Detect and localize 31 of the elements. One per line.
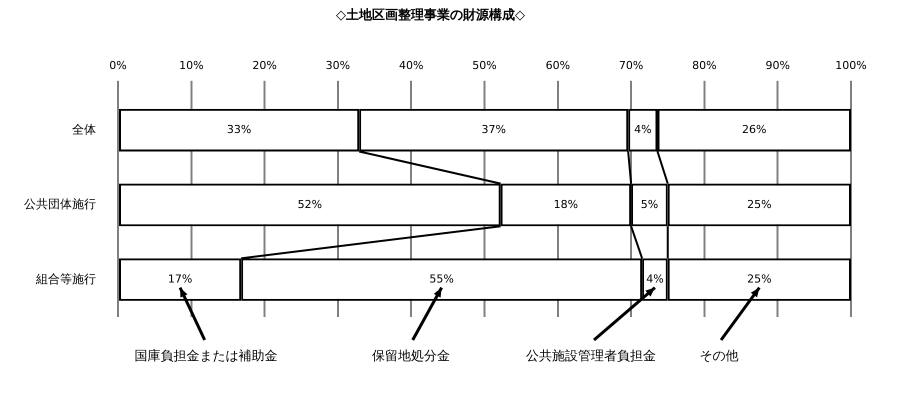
x-tick-label: 100% [835,59,867,72]
data-label: 5% [640,198,658,211]
chart-title: ◇土地区画整理事業の財源構成◇ [336,8,525,24]
y-tick-label: 公共団体施行 [24,197,96,212]
x-tick-label: 70% [618,59,644,72]
x-tick-label: 50% [472,59,497,72]
data-label: 37% [481,123,506,136]
data-label: 25% [747,272,772,286]
x-tick-label: 60% [546,59,570,72]
text: 保留地処分金 [372,349,450,364]
x-tick-label: 80% [692,59,717,72]
data-label: 4% [634,123,652,136]
x-tick-label: 90% [765,59,790,72]
data-label: 26% [742,123,766,136]
y-tick-label: 組合等施行 [35,272,96,286]
data-label: 25% [747,198,772,211]
x-tick-label: 40% [398,59,424,72]
data-label: 52% [298,198,322,211]
data-label: 33% [226,123,252,136]
data-label: 18% [554,198,578,211]
x-tick-label: 0% [109,59,127,72]
y-tick-label: 全体 [72,122,96,136]
data-label: 55% [429,272,454,286]
x-tick-label: 20% [252,59,277,72]
x-tick-label: 30% [326,59,350,72]
text: 国庫負担金または補助金 [134,348,278,364]
data-label: 4% [646,272,664,286]
data-label: 17% [168,272,192,286]
text: その他 [700,349,739,364]
text: 公共施設管理者負担金 [526,349,656,364]
x-tick-label: 10% [179,59,204,72]
